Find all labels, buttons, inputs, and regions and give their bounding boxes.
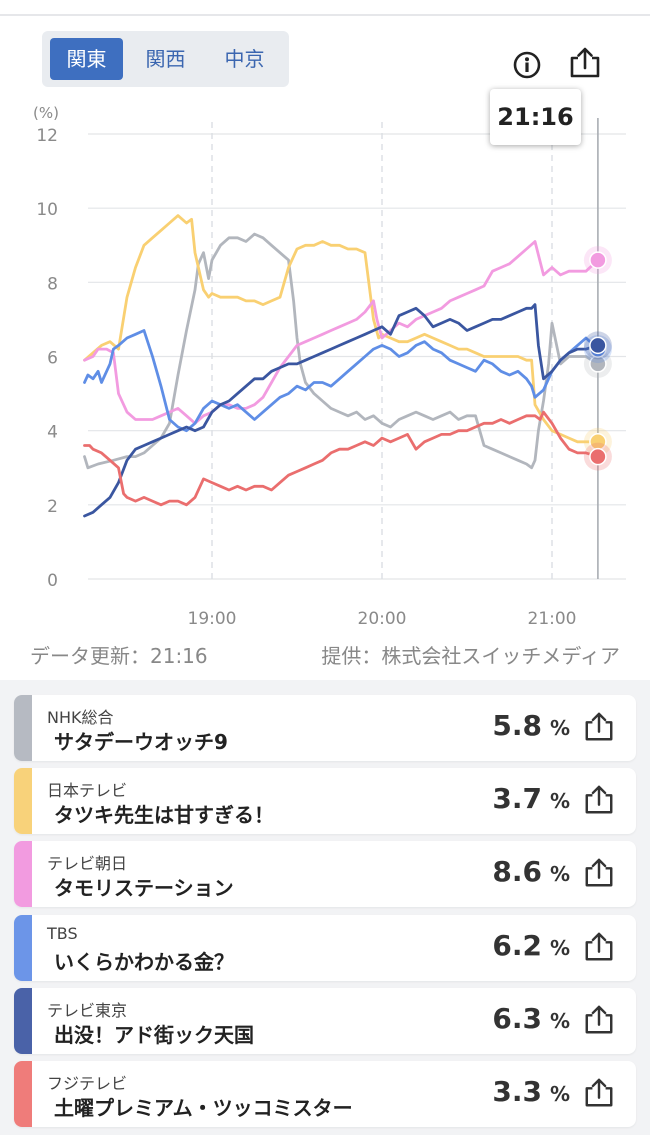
series-end-marker (589, 251, 607, 269)
share-icon[interactable] (583, 1004, 615, 1040)
rating-unit: % (549, 1082, 570, 1106)
rating-number: 6.2 (492, 928, 542, 962)
rating-number: 5.8 (492, 709, 542, 742)
x-tick-label: 20:00 (358, 609, 407, 629)
series-line (83, 329, 600, 433)
rating-value: 6.2% (492, 929, 570, 962)
share-icon[interactable] (583, 931, 615, 967)
rating-unit: % (549, 716, 570, 740)
channel-card[interactable]: テレビ東京 出没！アド街ック天国 6.3% (14, 987, 636, 1054)
series-end-marker (589, 336, 607, 355)
program-title: 出没！アド街ック天国 (54, 1022, 254, 1047)
channel-name: TBS (47, 923, 78, 943)
rating-unit: % (549, 1008, 570, 1033)
channel-color-bar (14, 914, 32, 981)
region-tab-kansai[interactable]: 関西 (145, 47, 186, 71)
channel-card[interactable]: NHK総合サタデーウオッチ9 5.8% (14, 695, 636, 761)
program-title: 土曜プレミアム・ツッコミスター (54, 1096, 353, 1120)
share-icon[interactable] (583, 1077, 615, 1113)
channel-color-bar (14, 695, 32, 761)
cursor-time-tooltip: 21:16 (490, 89, 581, 145)
channel-card[interactable]: テレビ朝日 タモリステーション 8.6% (14, 841, 636, 908)
y-tick-label: 8 (47, 274, 58, 294)
rating-unit: % (549, 789, 570, 814)
channel-color-bar (14, 987, 32, 1054)
share-icon[interactable] (583, 784, 615, 820)
x-tick-label: 19:00 (188, 609, 237, 629)
y-tick-label: 12 (36, 126, 58, 146)
rating-number: 8.6 (492, 855, 542, 889)
series-end-marker (589, 447, 607, 466)
program-title: タツキ先生は甘すぎる！ (54, 803, 274, 828)
info-icon[interactable] (513, 51, 541, 83)
series-line (83, 232, 600, 470)
channel-name: フジテレビ (47, 1074, 128, 1093)
program-title: いくらかわかる金？ (54, 949, 234, 974)
series-line (83, 303, 600, 518)
rating-value: 8.6% (492, 855, 570, 888)
share-icon[interactable] (568, 46, 602, 84)
rating-number: 6.3 (492, 1001, 542, 1035)
rating-unit: % (549, 935, 570, 960)
rating-number: 3.7 (492, 782, 542, 816)
y-tick-label: 0 (47, 571, 58, 591)
channel-card[interactable]: フジテレビ土曜プレミアム・ツッコミスター 3.3% (14, 1061, 636, 1127)
rating-value: 3.7% (492, 782, 570, 815)
series-line (83, 240, 600, 425)
rating-number: 3.3 (492, 1075, 542, 1108)
series-line (83, 410, 600, 507)
program-title: サタデーウオッチ9 (54, 730, 228, 754)
share-icon[interactable] (583, 711, 615, 747)
rating-unit: % (549, 862, 570, 887)
channel-name: 日本テレビ (47, 781, 128, 801)
region-tab-kanto[interactable]: 関東 (50, 38, 123, 80)
channel-card[interactable]: TBS いくらかわかる金？ 6.2% (14, 914, 636, 981)
share-icon[interactable] (583, 857, 615, 893)
y-axis-unit-label: (%) (33, 104, 59, 122)
program-title: タモリステーション (54, 876, 234, 901)
rating-value: 3.3% (492, 1075, 570, 1108)
series-line (83, 214, 600, 444)
data-updated-label: データ更新：21:16 (30, 644, 208, 668)
channel-color-bar (14, 841, 32, 908)
channel-color-bar (14, 1061, 32, 1127)
region-selector: 関東 関西 中京 (42, 31, 289, 87)
y-tick-label: 4 (47, 423, 58, 443)
rating-value: 6.3% (492, 1002, 570, 1035)
channel-color-bar (14, 768, 32, 835)
y-tick-label: 10 (36, 200, 58, 220)
y-tick-label: 2 (47, 497, 58, 517)
channel-card[interactable]: 日本テレビ タツキ先生は甘すぎる！ 3.7% (14, 768, 636, 835)
region-tab-chukyo[interactable]: 中京 (224, 47, 265, 71)
top-divider (0, 14, 650, 16)
chart-panel: 関東 関西 中京 0 2 4 6 8 10 12 (%) 19:00 20:00 21:00 21:… (0, 0, 650, 680)
viewership-line-chart: 0 2 4 6 8 10 12 (%) 19:00 20:00 21:00 (33, 104, 626, 629)
data-provider-label: 提供：株式会社スイッチメディア (321, 644, 620, 668)
channel-name: NHK総合 (47, 708, 114, 727)
channel-name: テレビ東京 (47, 1000, 128, 1020)
y-tick-label: 6 (47, 349, 58, 369)
channel-name: テレビ朝日 (47, 854, 128, 874)
rating-value: 5.8% (492, 709, 570, 742)
x-tick-label: 21:00 (528, 609, 577, 629)
